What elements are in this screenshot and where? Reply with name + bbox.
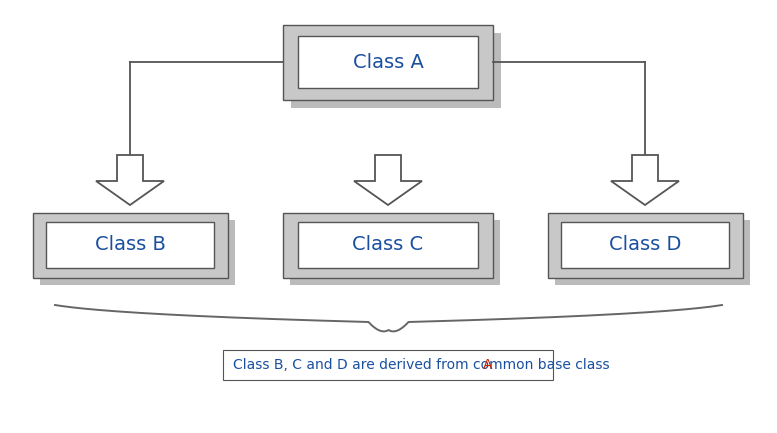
Polygon shape — [354, 155, 422, 205]
Text: Class B: Class B — [95, 236, 166, 255]
Text: Class A: Class A — [353, 52, 423, 71]
Bar — [298, 222, 479, 268]
Text: A: A — [483, 358, 492, 372]
Text: Class C: Class C — [353, 236, 423, 255]
Text: Class B, C and D are derived from common base class: Class B, C and D are derived from common… — [233, 358, 614, 372]
Bar — [283, 25, 493, 100]
Bar — [283, 213, 493, 278]
Bar — [555, 220, 750, 284]
Bar — [291, 32, 501, 107]
Bar — [46, 222, 214, 268]
Bar — [33, 213, 228, 278]
Bar — [548, 213, 743, 278]
Text: Class D: Class D — [609, 236, 681, 255]
Polygon shape — [611, 155, 679, 205]
Bar — [40, 220, 235, 284]
Bar — [223, 350, 553, 380]
Polygon shape — [96, 155, 164, 205]
Bar — [561, 222, 729, 268]
Bar — [290, 220, 500, 284]
Bar — [298, 36, 479, 88]
